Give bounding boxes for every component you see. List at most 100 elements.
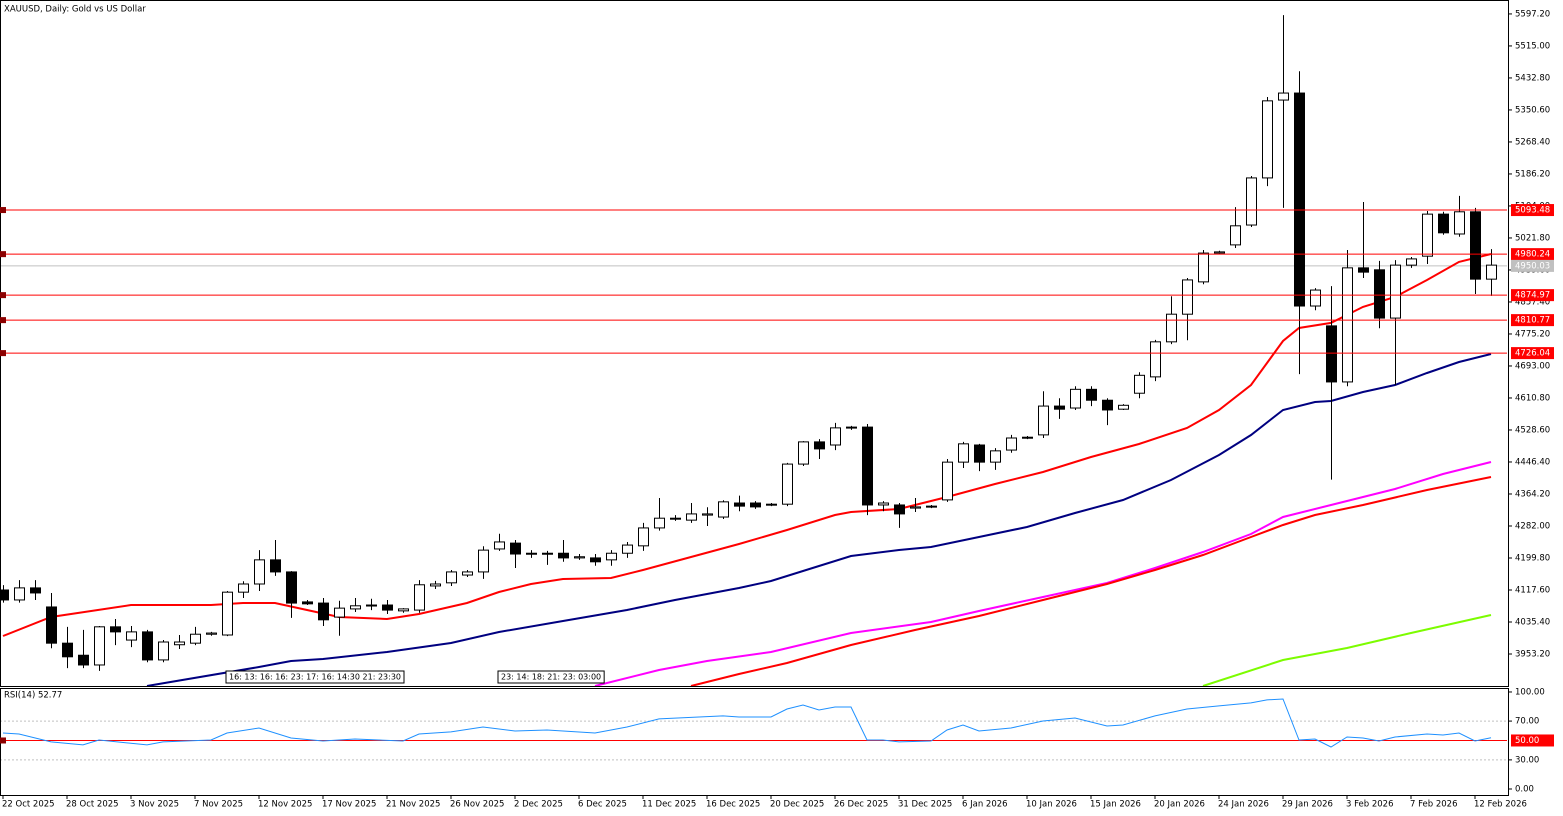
candle-body xyxy=(766,503,777,506)
candle-body xyxy=(910,506,921,509)
y-tick-label: 4282.00 xyxy=(1515,521,1550,531)
level-label-bg xyxy=(1511,204,1554,217)
x-tick-label: 16 Dec 2025 xyxy=(706,800,760,810)
y-tick-label: 4035.40 xyxy=(1515,617,1550,627)
x-tick-label: 21 Nov 2025 xyxy=(386,800,440,810)
time-annotation-text: 16: 13: 16: 16: 23: 17: 16: 14:30 21: 23… xyxy=(229,673,401,682)
candle-body xyxy=(14,587,25,601)
candle-body xyxy=(1214,251,1225,254)
moving-average-line xyxy=(2,253,1492,637)
x-tick-label: 12 Feb 2026 xyxy=(1474,800,1527,810)
candle-body xyxy=(1006,437,1017,451)
candle-body xyxy=(430,583,441,587)
y-tick-label: 4775.20 xyxy=(1515,329,1550,339)
candle-body xyxy=(1278,92,1289,101)
candle-body xyxy=(190,633,201,644)
candle-body xyxy=(110,626,121,633)
candle-body xyxy=(574,556,585,559)
candle-body xyxy=(894,504,905,515)
candle-body xyxy=(1,589,9,601)
candle-body xyxy=(1230,225,1241,246)
x-tick-label: 10 Jan 2026 xyxy=(1026,800,1077,810)
candle-body xyxy=(686,513,697,521)
level-label-bg xyxy=(1511,314,1554,327)
candle-body xyxy=(862,426,873,506)
x-tick-label: 7 Nov 2025 xyxy=(194,800,243,810)
candle-body xyxy=(542,552,553,555)
x-tick-label: 22 Oct 2025 xyxy=(2,800,55,810)
time-annotation: 23: 14: 18: 21: 23: 03:00 xyxy=(497,670,605,684)
candle-body xyxy=(1022,436,1033,439)
candle-body xyxy=(1118,404,1129,410)
candle-body xyxy=(990,450,1001,463)
rsi-title: RSI(14) 52.77 xyxy=(4,691,62,701)
y-tick-label: 4364.20 xyxy=(1515,489,1550,499)
candle-body xyxy=(222,591,233,636)
candle-body xyxy=(254,559,265,585)
x-tick-label: 26 Nov 2025 xyxy=(450,800,504,810)
candle-body xyxy=(302,601,313,605)
candle-body xyxy=(318,602,329,621)
candle-body xyxy=(670,517,681,520)
candle-body xyxy=(174,641,185,646)
candle-body xyxy=(62,642,73,658)
candle-body xyxy=(446,571,457,584)
time-annotation-box xyxy=(225,670,405,684)
y-tick-label: 5268.40 xyxy=(1515,137,1550,147)
level-marker xyxy=(0,251,6,258)
x-tick-label: 6 Jan 2026 xyxy=(962,800,1008,810)
candle-body xyxy=(1294,92,1305,307)
current-price-label: 4950.03 xyxy=(1515,261,1550,271)
candle-body xyxy=(1102,399,1113,411)
candle-body xyxy=(590,557,601,563)
candle-body xyxy=(1054,405,1065,410)
candle-body xyxy=(782,463,793,505)
candle-body xyxy=(1358,267,1369,273)
x-tick-label: 6 Dec 2025 xyxy=(578,800,627,810)
axes: 3953.20 4035.40 4117.60 4199.80 4282.00 4364.… xyxy=(0,9,1554,810)
candle-body xyxy=(622,544,633,554)
time-annotation-text: 23: 14: 18: 21: 23: 03:00 xyxy=(501,673,601,682)
candle-body xyxy=(1134,374,1145,394)
time-annotation-box xyxy=(497,670,605,684)
rsi-y-tick-label: 70.00 xyxy=(1515,717,1539,727)
candle-body xyxy=(510,542,521,555)
candle-body xyxy=(1310,289,1321,307)
x-tick-label: 11 Dec 2025 xyxy=(642,800,696,810)
y-tick-label: 5515.00 xyxy=(1515,41,1550,51)
time-annotation: 16: 13: 16: 16: 23: 17: 16: 14:30 21: 23… xyxy=(225,670,405,684)
candle-body xyxy=(814,441,825,450)
candle-body xyxy=(494,541,505,550)
candle-body xyxy=(1390,264,1401,319)
candle-body xyxy=(1374,269,1385,319)
candle-body xyxy=(798,441,809,465)
x-tick-label: 31 Dec 2025 xyxy=(898,800,952,810)
candle-body xyxy=(94,626,105,666)
candle-body xyxy=(606,552,617,561)
level-label-bg xyxy=(1511,248,1554,261)
candle-body xyxy=(846,426,857,429)
level-label: 4874.97 xyxy=(1515,291,1550,301)
candle-body xyxy=(638,527,649,547)
candle-body xyxy=(1454,211,1465,235)
candle-body xyxy=(654,517,665,529)
candle-body xyxy=(1422,213,1433,257)
candle-body xyxy=(1326,325,1337,383)
candle-body xyxy=(750,502,761,508)
candle-body xyxy=(398,608,409,612)
candle-body xyxy=(1150,341,1161,378)
candle-body xyxy=(142,631,153,661)
candle-body xyxy=(1086,388,1097,401)
candle-body xyxy=(366,604,377,607)
y-tick-label: 5021.80 xyxy=(1515,233,1550,243)
x-tick-label: 17 Nov 2025 xyxy=(322,800,376,810)
candle-body xyxy=(1182,279,1193,315)
candle-body xyxy=(414,584,425,611)
level-label-bg xyxy=(1511,347,1554,360)
candle-body xyxy=(1262,100,1273,179)
main-plot: 16: 13: 16: 16: 23: 17: 16: 14:30 21: 23… xyxy=(1,15,1507,686)
x-tick-label: 15 Jan 2026 xyxy=(1090,800,1141,810)
x-tick-label: 2 Dec 2025 xyxy=(514,800,563,810)
